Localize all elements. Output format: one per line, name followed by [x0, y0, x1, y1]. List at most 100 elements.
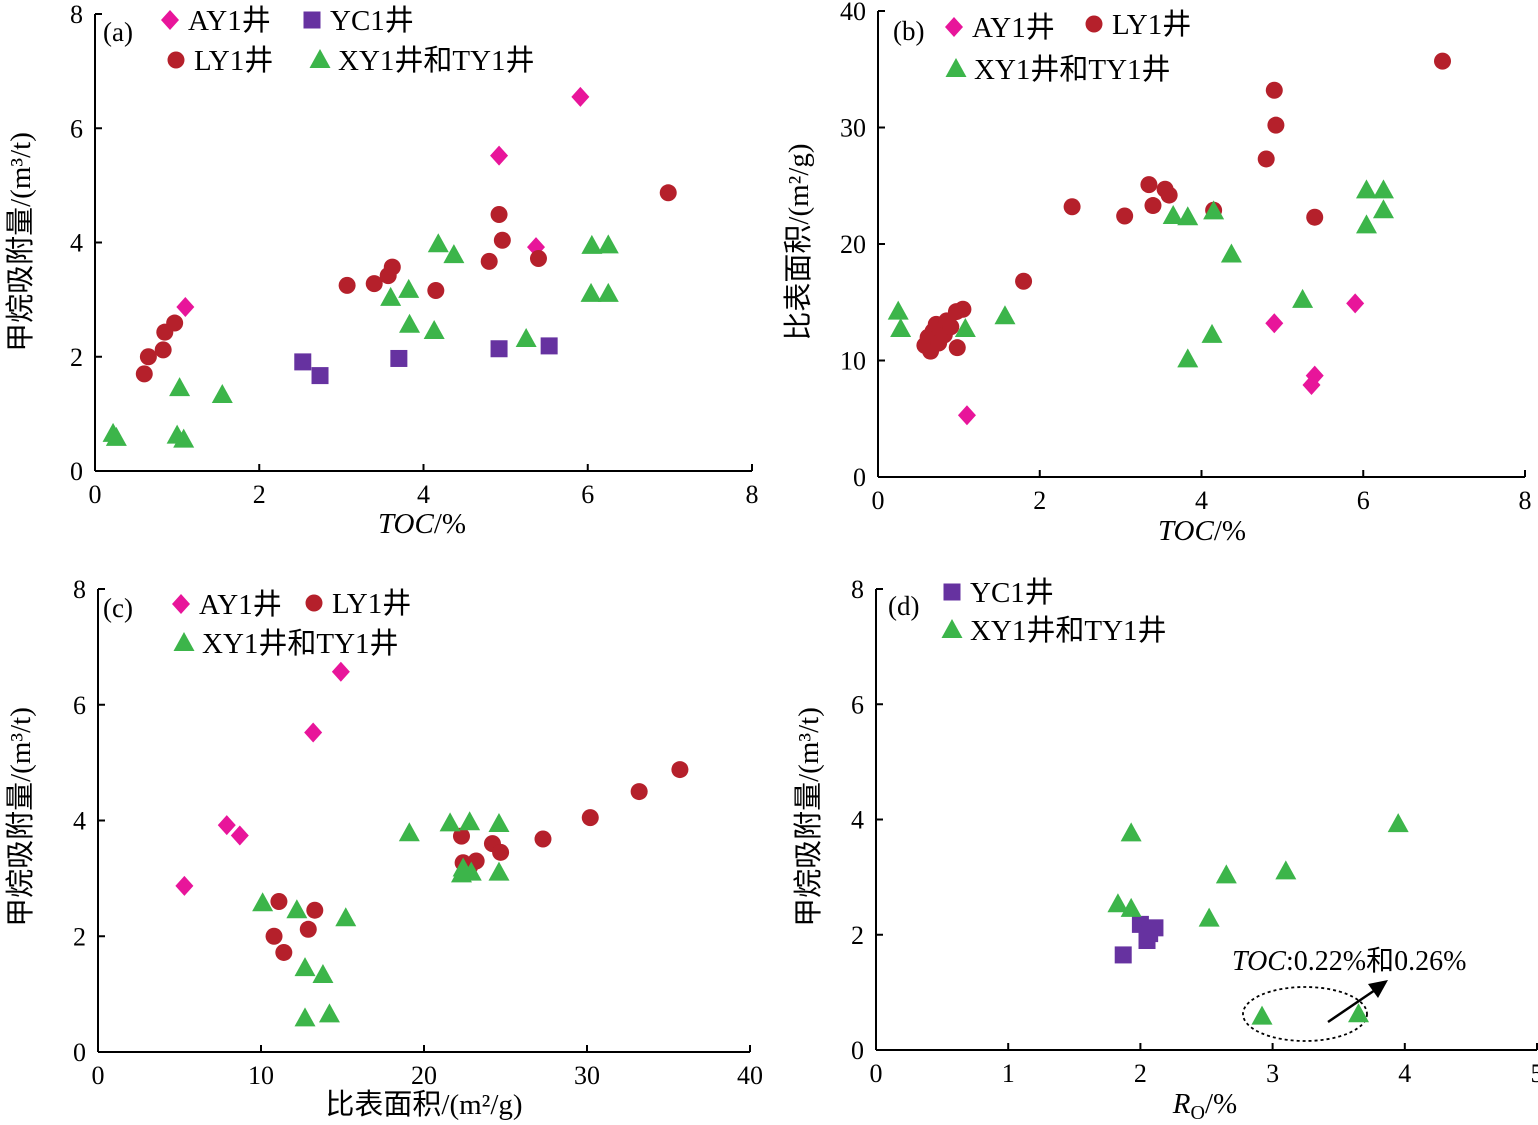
data-point-ly1 — [1140, 176, 1158, 194]
panel-d-label: (d) — [888, 591, 919, 621]
legend-label-ay1: AY1井 — [188, 4, 271, 37]
data-point-xyty — [994, 305, 1016, 325]
data-point-ly1 — [275, 943, 293, 961]
annotation-arrowhead — [1368, 980, 1388, 998]
data-point-xyty — [1292, 288, 1314, 308]
data-point-ay1 — [1346, 293, 1365, 314]
data-point-xyty — [488, 812, 510, 832]
y-tick-label: 0 — [70, 457, 83, 486]
data-point-xyty — [1387, 813, 1409, 833]
x-tick-label: 40 — [737, 1061, 763, 1090]
data-point-xyty — [398, 822, 420, 842]
data-point-ly1 — [135, 365, 153, 383]
y-tick-label: 2 — [70, 343, 83, 372]
x-tick-label: 6 — [1357, 486, 1370, 515]
data-point-ly1 — [1160, 186, 1178, 204]
data-point-ly1 — [659, 184, 677, 202]
data-point-ly1 — [154, 341, 172, 359]
data-point-xyty — [439, 812, 461, 832]
data-point-xyty — [1120, 897, 1142, 917]
data-point-xyty — [1355, 179, 1377, 199]
data-point-ly1 — [534, 830, 552, 848]
data-point-ay1 — [331, 661, 350, 682]
y-tick-label: 8 — [73, 575, 86, 604]
data-point-ly1 — [338, 276, 356, 294]
panel-d-annotation: TOC:0.22%和0.26% — [1232, 945, 1466, 1042]
data-point-xyty — [380, 286, 402, 306]
data-point-ly1 — [948, 339, 966, 357]
y-tick-label: 40 — [840, 0, 866, 26]
legend-marker-ay1 — [161, 10, 179, 30]
data-point-xyty — [1162, 205, 1184, 225]
data-point-ly1 — [492, 843, 510, 861]
data-point-ay1 — [571, 86, 590, 107]
x-tick-label: 5 — [1531, 1059, 1538, 1088]
x-tick-label: 8 — [1519, 486, 1532, 515]
data-point-xyty — [1348, 1003, 1370, 1023]
data-point-xyty — [1251, 1005, 1273, 1025]
data-point-xyty — [294, 957, 316, 977]
data-point-xyty — [286, 899, 308, 919]
data-point-yc1 — [1146, 919, 1164, 937]
x-tick-label: 2 — [253, 480, 266, 509]
panel-c-y-axis-label: 甲烷吸附量/(m³/t) — [4, 707, 37, 927]
data-point-ly1 — [306, 901, 324, 919]
panel-a-x-label-var: TOC — [378, 508, 435, 540]
x-tick-label: 1 — [1002, 1059, 1015, 1088]
data-point-ay1 — [217, 815, 236, 836]
x-tick-label: 30 — [574, 1061, 600, 1090]
data-point-yc1 — [490, 340, 508, 358]
panel-b-surface-area-vs-toc: (b) TOC/% 比表面积/(m²/g) 0 2 4 6 8 0 10 20 30 40 AY1井… — [782, 0, 1532, 547]
panel-a-methane-vs-toc: (a) TOC/% 甲烷吸附量/(m³/t) 0 2 4 6 8 0 2 4 6 8 AY1井 YC1… — [4, 0, 759, 540]
data-point-xyty — [1215, 864, 1237, 884]
panel-a-x-label-unit: /% — [434, 508, 466, 540]
legend-label-yc1: YC1井 — [330, 4, 414, 37]
data-point-ay1 — [304, 722, 323, 743]
y-tick-label: 6 — [70, 114, 83, 143]
y-tick-label: 0 — [853, 463, 866, 492]
data-point-xyty — [335, 907, 357, 927]
annotation-ellipse — [1242, 986, 1368, 1042]
data-point-ly1 — [529, 249, 547, 267]
data-point-ly1 — [1267, 116, 1285, 134]
data-point-ly1 — [1015, 272, 1033, 290]
data-point-yc1 — [311, 367, 329, 385]
x-tick-label: 8 — [746, 480, 759, 509]
data-point-ay1 — [176, 297, 195, 318]
legend-marker-yc1 — [943, 583, 961, 601]
x-tick-label: 10 — [248, 1061, 274, 1090]
data-point-ly1 — [365, 275, 383, 293]
data-point-xyty — [252, 892, 274, 912]
legend-label-xyty: XY1井和TY1井 — [338, 44, 535, 77]
data-point-ly1 — [1144, 197, 1162, 215]
data-point-ay1 — [490, 145, 509, 166]
panel-b-label: (b) — [893, 16, 924, 46]
data-point-xyty — [169, 377, 191, 397]
data-point-ly1 — [942, 318, 960, 336]
legend-marker-xyty — [173, 632, 195, 651]
y-tick-label: 6 — [851, 690, 864, 719]
legend-label-xyty: XY1井和TY1井 — [970, 614, 1167, 647]
data-point-xyty — [887, 300, 909, 320]
data-point-xyty — [1177, 348, 1199, 368]
x-tick-label: 3 — [1266, 1059, 1279, 1088]
data-point-xyty — [1275, 860, 1297, 880]
legend-label-ay1: AY1井 — [199, 588, 282, 621]
panel-b-x-axis-label: TOC/% — [1158, 515, 1246, 547]
y-tick-label: 4 — [851, 806, 864, 835]
data-point-xyty — [211, 384, 233, 404]
legend-marker-ay1 — [172, 594, 190, 614]
x-tick-label: 4 — [1195, 486, 1208, 515]
data-point-xyty — [1203, 200, 1225, 220]
legend-marker-yc1 — [303, 11, 321, 29]
y-tick-label: 4 — [73, 807, 86, 836]
x-tick-label: 4 — [417, 480, 430, 509]
data-point-xyty — [427, 233, 449, 253]
y-tick-label: 4 — [70, 229, 83, 258]
svg-text:TOC/%: TOC/% — [1158, 515, 1246, 547]
data-point-xyty — [1220, 243, 1242, 263]
legend-label-ay1: AY1井 — [972, 11, 1055, 44]
data-point-xyty — [398, 278, 420, 298]
annotation-arrow — [1327, 986, 1379, 1024]
data-point-xyty — [581, 234, 603, 254]
